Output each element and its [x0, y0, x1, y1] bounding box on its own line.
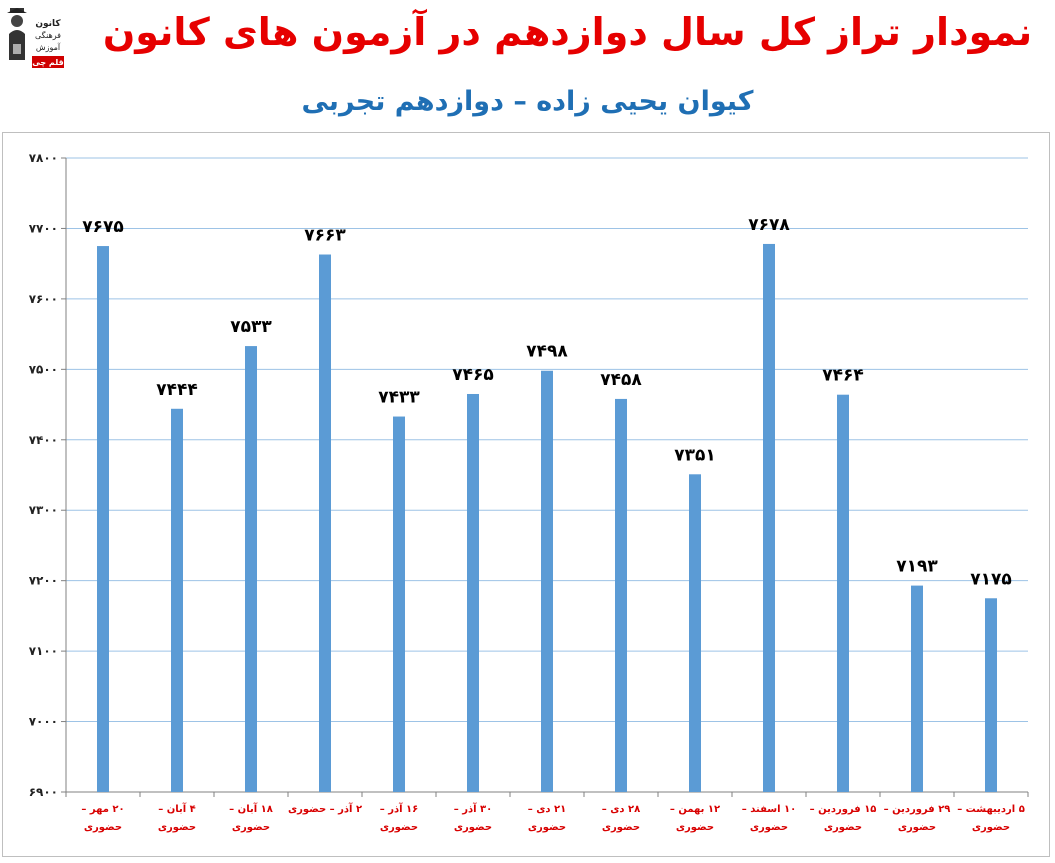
kanoon-logo: کانون فرهنگی آموزش قلم چی — [6, 4, 68, 70]
data-label: ۷۴۶۴ — [822, 366, 864, 386]
y-tick-label: ۷۸۰۰ — [29, 151, 58, 165]
x-tick-label: ۲۱ دی – — [528, 804, 566, 815]
x-tick-label: ۴ آبان – — [158, 802, 196, 815]
x-tick-label: حضوری — [454, 822, 492, 833]
data-label: ۷۴۶۵ — [452, 365, 494, 385]
bar — [911, 585, 923, 792]
y-tick-label: ۷۱۰۰ — [29, 644, 58, 658]
bar — [985, 598, 997, 792]
x-tick-label: ۱۸ آبان – — [229, 802, 273, 815]
x-tick-label: ۵ اردیبهشت – — [957, 804, 1025, 815]
x-tick-label: ۲۸ دی – — [602, 804, 640, 815]
y-tick-label: ۷۲۰۰ — [29, 574, 58, 588]
logo-line-3: آموزش — [36, 42, 61, 52]
bar — [837, 394, 849, 792]
x-tick-label: حضوری — [750, 822, 788, 833]
data-label: ۷۶۷۵ — [82, 217, 124, 237]
x-tick-label: ۱۶ آذر – — [380, 802, 419, 815]
y-tick-label: ۷۳۰۰ — [29, 503, 58, 517]
x-tick-label: ۲۹ فروردین – — [884, 804, 951, 815]
data-label: ۷۵۳۳ — [230, 317, 272, 337]
data-label: ۷۳۵۱ — [674, 445, 716, 465]
data-label: ۷۴۴۴ — [156, 380, 198, 400]
bar — [171, 408, 183, 792]
y-tick-label: ۷۰۰۰ — [29, 715, 58, 729]
data-label: ۷۴۹۸ — [526, 342, 568, 362]
x-tick-label: حضوری — [676, 822, 714, 833]
bar — [763, 243, 775, 793]
bar — [245, 346, 257, 792]
x-tick-label: حضوری — [158, 822, 196, 833]
x-tick-label: ۱۲ بهمن – — [670, 804, 720, 815]
bar — [615, 398, 627, 792]
x-tick-label: حضوری — [898, 822, 936, 833]
bar — [319, 254, 331, 792]
chart-frame — [2, 132, 1050, 857]
bar — [97, 246, 109, 793]
y-tick-label: ۷۴۰۰ — [29, 433, 58, 447]
data-label: ۷۱۷۵ — [970, 569, 1012, 589]
graduate-logo-icon: کانون فرهنگی آموزش قلم چی — [7, 8, 64, 68]
data-label: ۷۴۵۸ — [600, 370, 642, 390]
page-subtitle: کیوان یحیی زاده – دوازدهم تجربی — [301, 86, 754, 117]
data-label: ۷۶۷۸ — [748, 215, 790, 235]
x-tick-label: حضوری — [824, 822, 862, 833]
logo-badge: قلم چی — [32, 58, 63, 67]
x-tick-label: حضوری — [84, 822, 122, 833]
bar — [467, 393, 479, 792]
page-title: نمودار تراز کل سال دوازدهم در آزمون های … — [102, 10, 1033, 54]
y-tick-label: ۷۵۰۰ — [29, 362, 58, 376]
data-label: ۷۴۳۳ — [378, 388, 420, 408]
x-tick-label: ۲۰ مهر – — [81, 804, 124, 815]
x-tick-label: حضوری — [232, 822, 270, 833]
y-tick-label: ۶۹۰۰ — [29, 785, 58, 799]
logo-line-1: کانون — [35, 19, 61, 29]
x-tick-label: ۱۰ اسفند – — [742, 804, 797, 815]
x-tick-label: حضوری — [972, 822, 1010, 833]
bar — [689, 474, 701, 792]
x-tick-label: ۱۵ فروردین – — [810, 804, 877, 815]
x-tick-label: ۳۰ آذر – — [454, 802, 493, 815]
y-tick-label: ۷۶۰۰ — [29, 292, 58, 306]
data-label: ۷۶۶۳ — [304, 226, 346, 246]
logo-line-2: فرهنگی — [35, 30, 61, 40]
data-label: ۷۱۹۳ — [896, 557, 938, 577]
x-tick-label: حضوری — [602, 822, 640, 833]
y-tick-label: ۷۷۰۰ — [29, 221, 58, 235]
bar — [541, 370, 553, 792]
x-tick-label: ۲ آذر – حضوری — [288, 802, 362, 815]
x-tick-label: حضوری — [528, 822, 566, 833]
x-tick-label: حضوری — [380, 822, 418, 833]
bar — [393, 416, 405, 792]
